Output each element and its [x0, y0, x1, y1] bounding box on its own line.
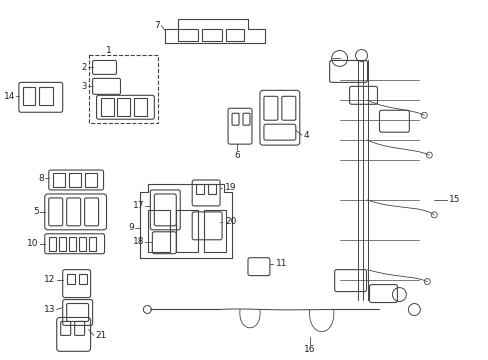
Bar: [134, 98, 147, 116]
Bar: [101, 98, 113, 116]
Bar: [208, 184, 216, 194]
Bar: [148, 210, 170, 252]
Text: 13: 13: [44, 305, 56, 314]
Bar: [53, 173, 64, 187]
Text: 18: 18: [133, 237, 144, 246]
Text: 7: 7: [154, 21, 160, 30]
Bar: [59, 237, 65, 251]
Bar: [68, 173, 81, 187]
Bar: [203, 210, 225, 252]
Bar: [88, 237, 95, 251]
Text: 12: 12: [44, 275, 56, 284]
Bar: [84, 173, 96, 187]
Bar: [178, 28, 198, 41]
Bar: [202, 28, 222, 41]
Bar: [196, 184, 203, 194]
Text: 16: 16: [304, 345, 315, 354]
Bar: [79, 274, 86, 284]
Text: 6: 6: [234, 150, 240, 159]
Bar: [88, 55, 158, 123]
Text: 9: 9: [128, 223, 134, 232]
Text: 17: 17: [133, 201, 144, 210]
Bar: [23, 87, 35, 105]
Bar: [225, 28, 244, 41]
Text: 14: 14: [3, 92, 15, 101]
Text: 21: 21: [95, 331, 107, 340]
Bar: [49, 237, 56, 251]
Text: 20: 20: [224, 217, 236, 226]
Bar: [176, 210, 198, 252]
Text: 15: 15: [448, 195, 460, 204]
Bar: [68, 237, 76, 251]
Text: 3: 3: [81, 82, 86, 91]
Text: 2: 2: [81, 63, 86, 72]
Text: 4: 4: [303, 131, 309, 140]
Text: 5: 5: [33, 207, 39, 216]
Text: 1: 1: [105, 46, 111, 55]
Text: 8: 8: [38, 174, 44, 183]
Bar: [66, 274, 75, 284]
Text: 19: 19: [224, 184, 236, 193]
Bar: [79, 237, 85, 251]
Text: 11: 11: [275, 259, 287, 268]
Bar: [39, 87, 53, 105]
Text: 10: 10: [27, 239, 39, 248]
Bar: [117, 98, 130, 116]
